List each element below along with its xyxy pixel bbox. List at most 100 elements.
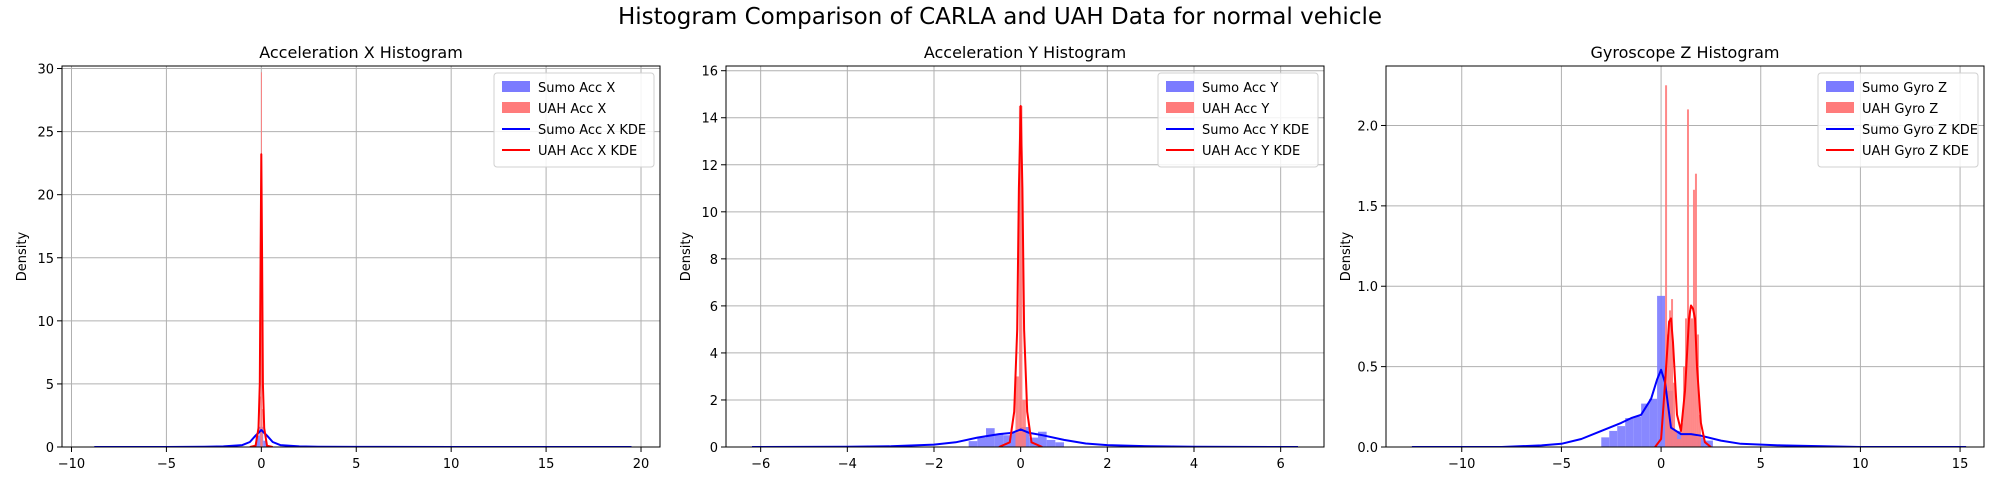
y-tick-label: 0 bbox=[46, 441, 54, 456]
y-tick-label: 12 bbox=[701, 159, 718, 174]
histogram-bar bbox=[1649, 398, 1658, 447]
histogram-bar bbox=[1055, 442, 1064, 447]
subplot-title: Acceleration X Histogram bbox=[259, 43, 463, 62]
histogram-bar bbox=[1679, 438, 1682, 447]
histogram-bar bbox=[1698, 414, 1701, 447]
histogram-bar bbox=[1022, 399, 1026, 447]
x-tick-label: −5 bbox=[157, 457, 176, 472]
y-tick-label: 15 bbox=[37, 252, 54, 267]
x-tick-label: −2 bbox=[924, 457, 943, 472]
legend-label: UAH Acc X KDE bbox=[538, 144, 637, 159]
legend-box bbox=[493, 72, 655, 168]
x-tick-label: −6 bbox=[751, 457, 770, 472]
y-tick-label: 10 bbox=[37, 315, 54, 330]
histogram-bar bbox=[1617, 426, 1626, 447]
histogram-bar bbox=[1669, 310, 1672, 447]
histogram-bar bbox=[263, 440, 268, 447]
axes-frame bbox=[1385, 65, 1985, 448]
x-tick-label: 10 bbox=[443, 457, 460, 472]
legend-label: Sumo Acc Y bbox=[1202, 81, 1278, 96]
histogram-bar bbox=[1694, 173, 1697, 447]
y-tick-label: 6 bbox=[710, 300, 718, 315]
histogram-bar bbox=[1671, 299, 1674, 447]
histogram-bar bbox=[1015, 376, 1019, 447]
histogram-bar bbox=[1625, 418, 1634, 447]
histogram-bar bbox=[1692, 189, 1695, 447]
legend-label: UAH Acc Y KDE bbox=[1202, 144, 1300, 159]
legend-label: UAH Gyro Z KDE bbox=[1862, 144, 1969, 159]
y-tick-label: 8 bbox=[710, 253, 718, 268]
subplot-1: −10 −5 0 5 10 15 20 0 5 10 15 20 25 30 Acceleration X … bbox=[15, 43, 661, 472]
histogram-bar bbox=[1686, 109, 1689, 447]
x-tick-label: −10 bbox=[58, 457, 85, 472]
histogram-bar bbox=[1673, 382, 1676, 447]
histogram-bar bbox=[1641, 403, 1650, 447]
legend-swatch bbox=[1166, 81, 1194, 92]
legend-label: Sumo Acc X bbox=[538, 81, 615, 96]
legend-label: Sumo Gyro Z KDE bbox=[1862, 123, 1978, 138]
y-tick-label: 16 bbox=[701, 65, 718, 80]
kde-line bbox=[1411, 368, 1967, 447]
x-tick-label: 10 bbox=[1852, 457, 1869, 472]
x-tick-label: 6 bbox=[1277, 457, 1285, 472]
histogram-bar bbox=[1609, 430, 1618, 447]
subplot-2: −6 −4 −2 0 2 4 6 0 2 4 6 8 10 12 14 16 Acceleration Y Hi… bbox=[679, 43, 1325, 472]
legend-swatch bbox=[502, 81, 530, 92]
x-tick-label: 15 bbox=[1952, 457, 1969, 472]
axes-frame bbox=[725, 65, 1325, 448]
histogram-bar bbox=[1677, 438, 1680, 447]
histogram-bar bbox=[1018, 105, 1023, 447]
legend: Sumo Gyro Z UAH Gyro Z Sumo Gyro Z KDE UAH … bbox=[1817, 72, 1979, 168]
axes-frame bbox=[61, 65, 661, 448]
legend-box bbox=[1157, 72, 1319, 168]
x-tick-label: 5 bbox=[1757, 457, 1765, 472]
histogram-bar bbox=[1688, 310, 1691, 447]
y-tick-label: 25 bbox=[37, 126, 54, 141]
legend-label: UAH Acc Y bbox=[1202, 102, 1269, 117]
kde-line bbox=[1654, 304, 1712, 447]
legend: Sumo Acc X UAH Acc X Sumo Acc X KDE UAH Acc… bbox=[493, 72, 655, 168]
y-axis-label: Density bbox=[1339, 231, 1354, 281]
x-tick-label: 0 bbox=[257, 457, 265, 472]
figure-title: Histogram Comparison of CARLA and UAH Da… bbox=[617, 4, 1383, 30]
y-tick-label: 14 bbox=[701, 112, 718, 127]
kde-line bbox=[998, 105, 1043, 447]
kde-line bbox=[751, 428, 1299, 447]
x-tick-label: 5 bbox=[352, 457, 360, 472]
histogram-bar bbox=[1665, 85, 1668, 447]
kde-line bbox=[249, 153, 273, 447]
histogram-bar bbox=[977, 437, 986, 447]
subplot-title: Gyroscope Z Histogram bbox=[1591, 43, 1780, 62]
x-tick-label: −5 bbox=[1552, 457, 1571, 472]
histogram-bar bbox=[1003, 435, 1012, 447]
y-axis-label: Density bbox=[679, 231, 694, 281]
plot-data bbox=[1411, 85, 1967, 447]
histogram-bar bbox=[986, 428, 995, 447]
histogram-bar bbox=[1704, 440, 1713, 447]
histogram-bar bbox=[1038, 431, 1047, 447]
legend-swatch bbox=[1826, 81, 1854, 92]
histogram-bar bbox=[1633, 416, 1642, 447]
y-tick-label: 1.0 bbox=[1357, 280, 1378, 295]
histogram-bar bbox=[261, 409, 263, 447]
legend-label: Sumo Acc X KDE bbox=[538, 123, 646, 138]
legend: Sumo Acc Y UAH Acc Y Sumo Acc Y KDE UAH Acc… bbox=[1157, 72, 1319, 168]
y-tick-label: 2.0 bbox=[1357, 119, 1378, 134]
legend-swatch bbox=[502, 102, 530, 113]
legend-swatch bbox=[1826, 102, 1854, 113]
histogram-bar bbox=[1046, 439, 1056, 447]
x-tick-label: 0 bbox=[1017, 457, 1025, 472]
histogram-bar bbox=[1601, 437, 1610, 447]
histogram-bar bbox=[1675, 430, 1678, 447]
x-tick-label: 2 bbox=[1103, 457, 1111, 472]
y-tick-label: 0.0 bbox=[1357, 441, 1378, 456]
y-tick-label: 0 bbox=[710, 441, 718, 456]
histogram-bar bbox=[260, 396, 262, 447]
y-tick-label: 0.5 bbox=[1357, 361, 1378, 376]
y-tick-label: 2 bbox=[710, 394, 718, 409]
histogram-bar bbox=[994, 434, 1004, 447]
y-tick-label: 1.5 bbox=[1357, 200, 1378, 215]
histogram-bar bbox=[1690, 318, 1693, 447]
